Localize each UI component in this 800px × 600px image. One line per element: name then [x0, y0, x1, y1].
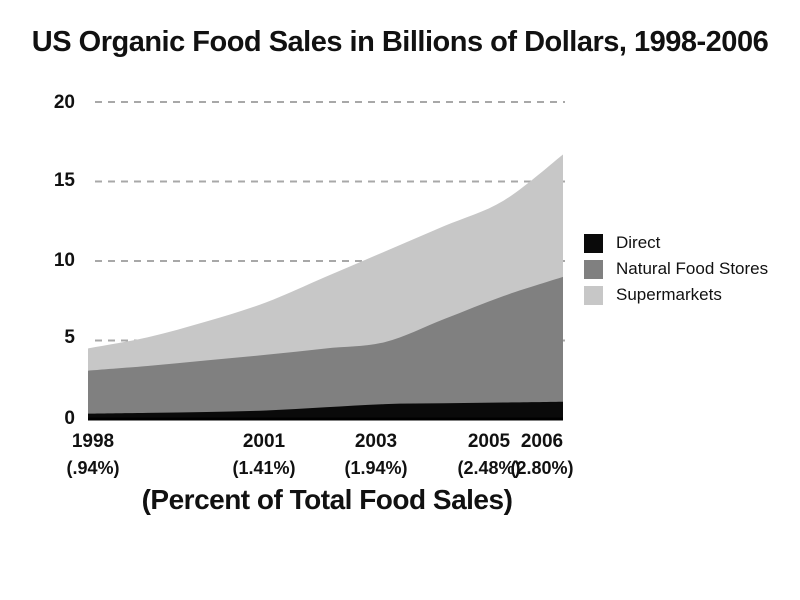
legend-label: Supermarkets — [616, 285, 722, 304]
x-tick-year: 2005 — [467, 431, 511, 452]
x-label-1998: 1998 (.94%) — [66, 431, 119, 479]
x-tick-year: 1998 — [71, 431, 115, 452]
x-tick-year: 2006 — [520, 431, 564, 452]
x-label-2003: 2003 (1.94%) — [344, 431, 407, 479]
x-tick-year: 2003 — [354, 431, 398, 452]
y-tick-10: 10 — [53, 250, 75, 271]
x-label-2001: 2001 (1.41%) — [232, 431, 295, 479]
x-label-2005: 2005 (2.48%) — [457, 431, 520, 479]
y-tick-5: 5 — [64, 327, 75, 348]
axis-caption: (Percent of Total Food Sales) — [141, 484, 513, 515]
legend: Direct Natural Food Stores Supermarkets — [584, 233, 768, 305]
y-tick-0: 0 — [64, 408, 75, 429]
legend-label: Direct — [616, 233, 661, 252]
y-tick-15: 15 — [53, 170, 75, 191]
legend-label: Natural Food Stores — [616, 259, 769, 278]
x-tick-percent: (2.80%) — [510, 458, 574, 478]
x-tick-percent: (1.94%) — [344, 458, 408, 478]
y-tick-20: 20 — [53, 92, 75, 113]
legend-swatch-supermarkets — [584, 285, 603, 305]
chart-title: US Organic Food Sales in Billions of Dol… — [31, 26, 769, 58]
legend-item-direct: Direct — [584, 233, 768, 253]
x-tick-percent: (.94%) — [66, 458, 120, 478]
x-label-2006: 2006 (2.80%) — [510, 431, 573, 479]
legend-item-natural-food-stores: Natural Food Stores — [584, 259, 768, 279]
x-tick-percent: (2.48%) — [457, 458, 521, 478]
x-tick-year: 2001 — [242, 431, 286, 452]
legend-swatch-direct — [584, 233, 603, 253]
legend-swatch-natural-food-stores — [584, 259, 603, 279]
legend-item-supermarkets: Supermarkets — [584, 285, 768, 305]
x-tick-percent: (1.41%) — [232, 458, 296, 478]
